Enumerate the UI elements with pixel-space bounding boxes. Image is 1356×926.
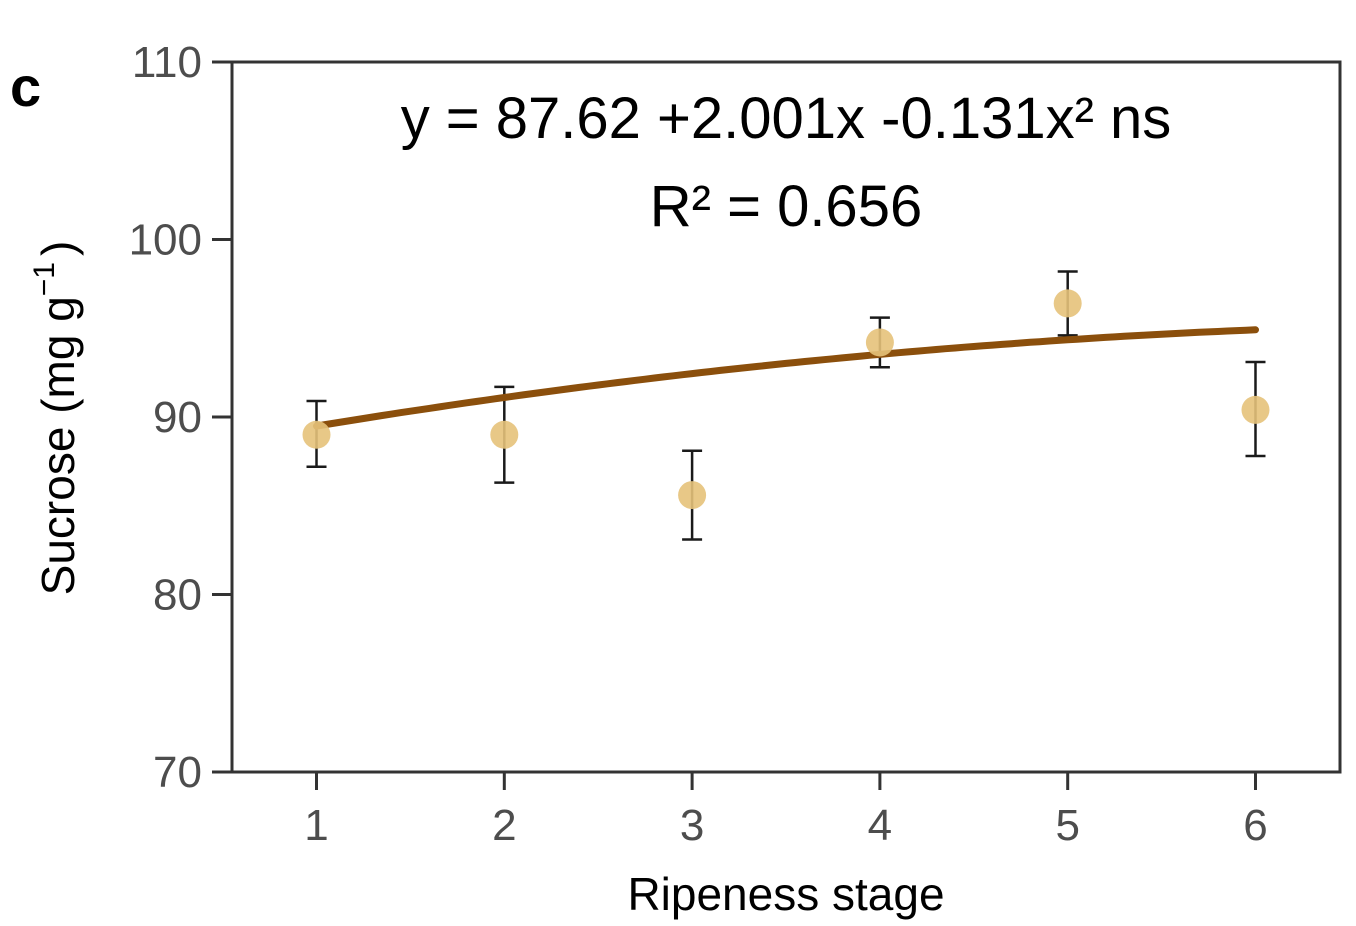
y-tick-label: 90	[153, 393, 202, 442]
x-axis: 1 2 3 4 5 6	[304, 772, 1268, 850]
y-tick-label: 110	[132, 38, 202, 87]
r-squared: R² = 0.656	[650, 174, 922, 239]
data-point	[490, 420, 519, 449]
x-tick-label: 4	[868, 801, 892, 850]
x-tick-label: 2	[492, 801, 516, 850]
y-axis-title-main: Sucrose (mg g	[32, 296, 84, 595]
data-points	[302, 289, 1270, 510]
y-axis-title-close: )	[32, 241, 84, 256]
x-tick-label: 1	[304, 801, 328, 850]
data-point	[678, 481, 707, 510]
y-tick-label: 70	[153, 748, 202, 797]
panel-label: c	[10, 55, 41, 118]
data-point	[1241, 395, 1270, 424]
x-tick-label: 3	[680, 801, 704, 850]
y-tick-label: 80	[153, 571, 202, 620]
fit-equation: y = 87.62 +2.001x -0.131x² ns	[401, 86, 1172, 151]
data-point	[865, 328, 894, 357]
y-axis: 70 80 90 100 110	[129, 38, 232, 797]
x-axis-title: Ripeness stage	[627, 868, 944, 920]
x-tick-label: 5	[1055, 801, 1079, 850]
data-point	[1053, 289, 1082, 318]
y-axis-title: Sucrose (mg g−1)	[28, 241, 84, 596]
x-tick-label: 6	[1243, 801, 1267, 850]
plot-area-frame	[230, 60, 1342, 774]
y-tick-label: 100	[129, 216, 202, 265]
y-axis-title-superscript: −1	[28, 262, 61, 296]
quadratic-fit-line	[313, 326, 1259, 430]
data-point	[302, 420, 331, 449]
